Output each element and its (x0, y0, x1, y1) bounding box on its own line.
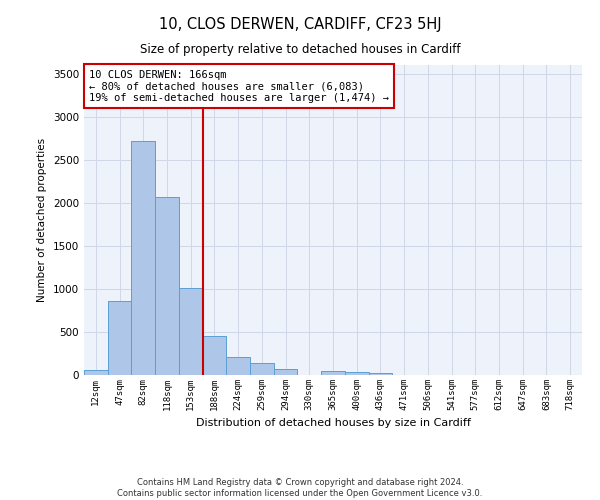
Bar (179, 288, 203, 375)
Bar (226, 358, 250, 375)
Bar (108, 301, 131, 375)
Text: Contains HM Land Registry data © Crown copyright and database right 2024.
Contai: Contains HM Land Registry data © Crown c… (118, 478, 482, 498)
Bar (250, 362, 274, 375)
Bar (84, 370, 108, 375)
Text: 10 CLOS DERWEN: 166sqm
← 80% of detached houses are smaller (6,083)
19% of semi-: 10 CLOS DERWEN: 166sqm ← 80% of detached… (89, 70, 389, 103)
Bar (368, 373, 392, 375)
Text: 10, CLOS DERWEN, CARDIFF, CF23 5HJ: 10, CLOS DERWEN, CARDIFF, CF23 5HJ (158, 18, 442, 32)
Bar (203, 336, 226, 375)
Bar (321, 370, 345, 375)
Text: Size of property relative to detached houses in Cardiff: Size of property relative to detached ho… (140, 42, 460, 56)
Bar (274, 370, 298, 375)
Bar (131, 141, 155, 375)
X-axis label: Distribution of detached houses by size in Cardiff: Distribution of detached houses by size … (196, 418, 470, 428)
Bar (155, 197, 179, 375)
Bar (345, 372, 368, 375)
Y-axis label: Number of detached properties: Number of detached properties (37, 138, 47, 302)
